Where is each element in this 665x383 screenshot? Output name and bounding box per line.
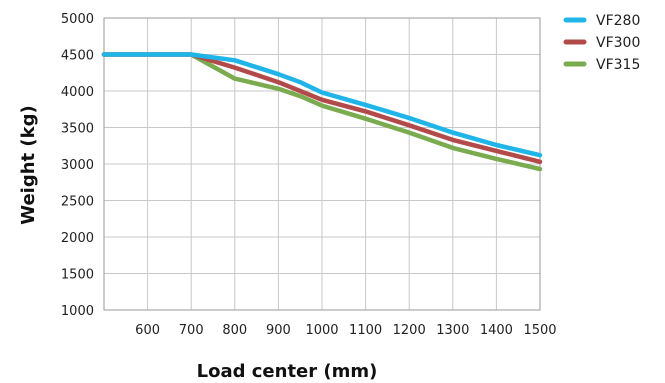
x-tick-label: 700 xyxy=(179,323,204,338)
grid xyxy=(103,17,541,311)
y-tick-label: 4500 xyxy=(61,49,94,64)
series-line-vf315 xyxy=(101,52,543,172)
y-tick-label: 4000 xyxy=(61,85,94,100)
y-tick-label: 1500 xyxy=(61,268,94,283)
x-tick-label: 1000 xyxy=(305,323,338,338)
x-tick-label: 1500 xyxy=(523,323,556,338)
series-line-vf280 xyxy=(101,52,543,158)
y-tick-label: 1000 xyxy=(61,304,94,319)
legend-label-vf315: VF315 xyxy=(596,57,640,73)
x-tick-label: 1200 xyxy=(393,323,426,338)
y-tick-label: 3500 xyxy=(61,122,94,137)
legend-label-vf280: VF280 xyxy=(596,13,640,29)
y-axis-title: Weight (kg) xyxy=(18,105,39,224)
x-tick-label: 800 xyxy=(222,323,247,338)
y-tick-label: 2000 xyxy=(61,231,94,246)
x-tick-label: 600 xyxy=(135,323,160,338)
x-tick-label: 1100 xyxy=(349,323,382,338)
legend-label-vf300: VF300 xyxy=(596,35,640,51)
series-line-vf300 xyxy=(101,52,543,165)
x-tick-label: 900 xyxy=(266,323,291,338)
y-tick-label: 5000 xyxy=(61,12,94,27)
x-tick-label: 1300 xyxy=(436,323,469,338)
series-lines xyxy=(101,52,543,172)
y-tick-label: 2500 xyxy=(61,195,94,210)
y-tick-label: 3000 xyxy=(61,158,94,173)
legend: VF280 VF300 VF315 xyxy=(563,13,640,73)
tick-labels: 1000 1500 2000 2500 3000 3500 4000 4500 5000 600 7… xyxy=(61,12,557,338)
x-tick-label: 1400 xyxy=(480,323,513,338)
x-axis-title: Load center (mm) xyxy=(197,361,378,382)
